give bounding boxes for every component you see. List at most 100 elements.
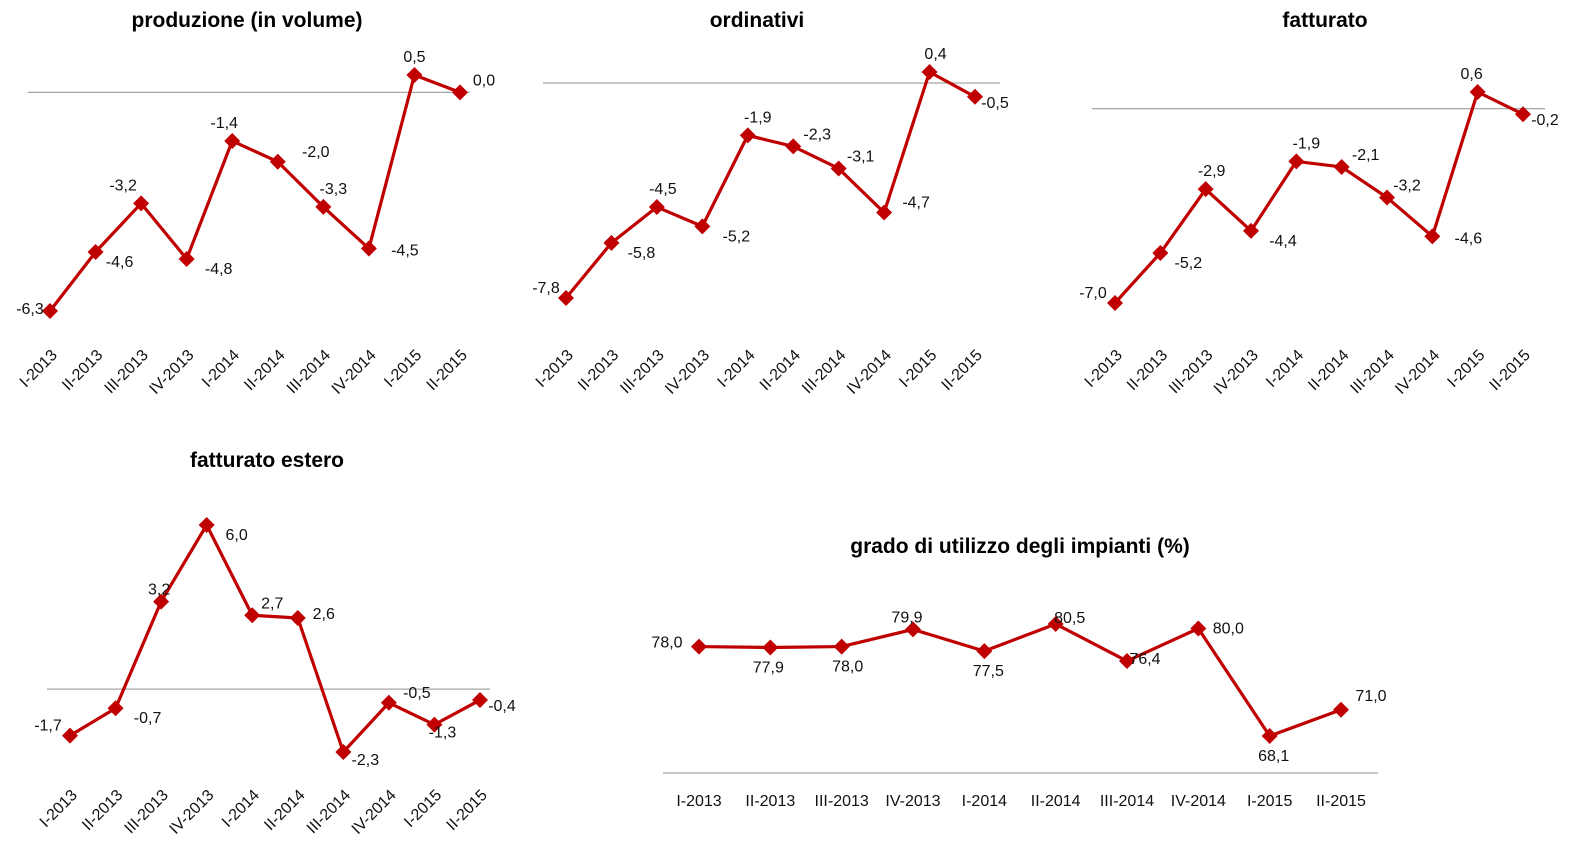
data-label: -1,7: [34, 718, 62, 735]
data-point: [289, 609, 306, 626]
x-tick-label: II-2014: [261, 787, 308, 834]
data-label: 79,9: [891, 609, 922, 626]
data-point: [921, 64, 938, 80]
data-label: -0,5: [403, 685, 431, 702]
data-point: [198, 517, 215, 533]
data-point: [360, 240, 377, 257]
x-tick-label: I-2013: [676, 793, 721, 810]
data-label: 0,5: [403, 49, 425, 66]
x-tick-label: II-2013: [745, 793, 795, 810]
data-label: -2,9: [1198, 163, 1226, 180]
data-point: [694, 218, 711, 235]
chart-title: ordinativi: [710, 9, 805, 32]
chart-title: fatturato: [1282, 9, 1367, 32]
data-label: -2,3: [803, 126, 831, 143]
series-line: [48, 73, 461, 312]
data-label: -1,4: [210, 115, 238, 132]
data-point: [905, 621, 921, 638]
x-tick-label: I-2015: [401, 787, 445, 831]
x-tick-label: III-2014: [1100, 793, 1154, 810]
data-point: [335, 744, 352, 760]
data-label: -4,6: [106, 254, 134, 271]
data-label: -5,8: [628, 245, 656, 262]
data-label: -7,8: [532, 280, 560, 297]
chart-fatturato: fatturato -7,0 -5,2 -2,9 -4,4 -1,9 -2,1 -3,2 -4,…: [1079, 9, 1559, 398]
series-line: [1113, 90, 1524, 305]
x-tick-label: IV-2014: [349, 787, 400, 838]
x-tick-label: IV-2014: [1392, 347, 1443, 398]
data-point: [876, 204, 893, 221]
x-tick-label: IV-2014: [329, 347, 380, 398]
data-label: 80,5: [1054, 610, 1085, 627]
x-tick-label: II-2015: [424, 347, 471, 394]
x-tick-label: II-2013: [79, 787, 126, 834]
x-tick-label: III-2014: [1347, 347, 1397, 397]
x-tick-label: IV-2013: [885, 793, 940, 810]
data-label: 2,6: [313, 606, 335, 623]
data-point: [976, 643, 993, 660]
chart-title: grado di utilizzo degli impianti (%): [850, 535, 1190, 558]
chart-title: produzione (in volume): [132, 9, 363, 32]
data-label: 0,6: [1461, 66, 1483, 83]
x-tick-label: II-2013: [1124, 347, 1171, 394]
data-label: -0,7: [134, 710, 162, 727]
data-label: 0,0: [473, 72, 495, 89]
x-tick-label: III-2014: [284, 347, 334, 397]
data-label: -3,2: [1393, 178, 1421, 195]
x-tick-label: IV-2013: [146, 347, 197, 398]
data-point: [1379, 189, 1395, 206]
data-point: [1152, 245, 1169, 262]
data-point: [406, 67, 423, 83]
data-label: 3,2: [148, 582, 170, 599]
data-point: [1190, 620, 1207, 637]
x-tick-label: III-2014: [304, 787, 354, 837]
x-tick-label: I-2014: [715, 347, 759, 391]
data-point: [42, 303, 58, 319]
data-label: 0,4: [924, 46, 946, 63]
x-tick-label: II-2014: [1305, 347, 1352, 394]
data-point: [472, 692, 488, 709]
data-label: 77,9: [753, 659, 784, 676]
x-tick-label: I-2015: [1247, 793, 1292, 810]
data-point: [244, 607, 261, 624]
data-point: [1197, 181, 1214, 198]
data-label: -0,4: [488, 698, 516, 715]
data-label: -0,5: [981, 95, 1009, 112]
data-point: [691, 638, 707, 655]
data-point: [1243, 222, 1259, 239]
x-tick-label: I-2015: [1444, 347, 1488, 391]
series-line: [564, 70, 976, 300]
x-tick-label: III-2013: [1166, 347, 1216, 397]
x-tick-label: III-2013: [617, 347, 667, 397]
data-label: 76,4: [1129, 651, 1160, 668]
data-point: [1469, 84, 1486, 100]
series-line: [698, 622, 1342, 738]
data-point: [107, 700, 124, 717]
data-point: [1333, 158, 1350, 175]
data-point: [87, 244, 104, 260]
data-point: [224, 132, 241, 149]
data-label: 71,0: [1355, 688, 1386, 705]
x-tick-label: II-2015: [444, 787, 491, 834]
chart-utilizzo-impianti: grado di utilizzo degli impianti (%) 78,0…: [651, 535, 1386, 810]
data-point: [178, 250, 195, 267]
data-label: -6,3: [16, 301, 44, 318]
data-point: [739, 127, 756, 144]
data-point: [785, 138, 802, 155]
data-point: [558, 290, 574, 306]
data-point: [648, 199, 665, 216]
data-point: [62, 727, 78, 744]
data-label: -1,9: [744, 109, 772, 126]
data-label: -2,3: [352, 752, 380, 769]
data-label: -4,8: [205, 261, 233, 278]
x-tick-label: II-2015: [939, 347, 986, 394]
x-tick-label: IV-2014: [1171, 793, 1226, 810]
data-point: [1119, 653, 1135, 670]
data-point: [269, 153, 286, 170]
x-tick-label: IV-2013: [166, 787, 217, 838]
x-tick-label: I-2013: [17, 347, 61, 391]
data-label: -5,2: [1175, 255, 1203, 272]
chart-title: fatturato estero: [190, 449, 344, 472]
data-point: [1261, 728, 1278, 744]
